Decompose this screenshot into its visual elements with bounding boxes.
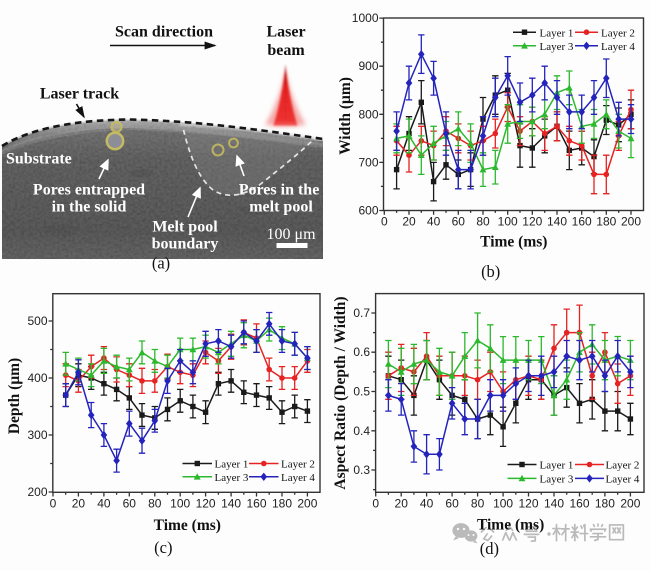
svg-text:140: 140: [547, 215, 567, 229]
svg-text:Layer 3: Layer 3: [540, 474, 574, 486]
svg-text:900: 900: [358, 59, 378, 73]
svg-text:Width (μm): Width (μm): [337, 77, 354, 155]
svg-text:Laser track: Laser track: [40, 86, 119, 103]
svg-text:0.5: 0.5: [353, 385, 370, 399]
svg-text:Pores entrapped: Pores entrapped: [33, 182, 145, 199]
svg-text:80: 80: [471, 497, 485, 511]
svg-text:800: 800: [358, 107, 378, 121]
svg-text:40: 40: [420, 497, 434, 511]
svg-text:Layer 2: Layer 2: [281, 459, 315, 471]
svg-text:180: 180: [595, 497, 615, 511]
svg-text:0: 0: [372, 497, 379, 511]
svg-text:Melt pool: Melt pool: [152, 219, 218, 236]
svg-text:20: 20: [72, 497, 86, 511]
svg-text:0.6: 0.6: [353, 345, 370, 359]
svg-text:20: 20: [395, 497, 409, 511]
svg-text:Time (ms): Time (ms): [154, 517, 221, 534]
svg-text:100 μm: 100 μm: [266, 226, 316, 243]
svg-text:160: 160: [246, 497, 266, 511]
svg-text:Layer 1: Layer 1: [540, 460, 574, 472]
svg-text:400: 400: [27, 371, 47, 385]
svg-text:500: 500: [27, 314, 47, 328]
svg-text:Scan direction: Scan direction: [115, 24, 213, 41]
svg-text:1000: 1000: [352, 11, 379, 25]
svg-text:Pores in the: Pores in the: [239, 182, 320, 199]
svg-text:Layer 4: Layer 4: [606, 474, 640, 486]
svg-text:Aspect Ratio (Depth / Width): Aspect Ratio (Depth / Width): [332, 296, 349, 489]
svg-text:Layer 4: Layer 4: [281, 472, 315, 484]
svg-text:60: 60: [452, 215, 466, 229]
svg-text:60: 60: [123, 497, 137, 511]
svg-text:melt pool: melt pool: [249, 199, 313, 216]
svg-text:Substrate: Substrate: [6, 151, 72, 168]
svg-text:200: 200: [297, 497, 317, 511]
svg-text:80: 80: [148, 497, 162, 511]
svg-text:0: 0: [50, 497, 57, 511]
svg-text:Depth (μm): Depth (μm): [6, 358, 23, 434]
svg-text:boundary: boundary: [152, 236, 219, 253]
svg-text:20: 20: [402, 215, 416, 229]
svg-text:120: 120: [522, 215, 542, 229]
svg-text:Layer 1: Layer 1: [540, 27, 574, 39]
svg-text:60: 60: [445, 497, 459, 511]
svg-text:(b): (b): [481, 262, 500, 281]
svg-text:Layer 4: Layer 4: [601, 41, 635, 53]
svg-text:100: 100: [170, 497, 190, 511]
svg-text:Time (ms): Time (ms): [480, 234, 547, 251]
svg-text:200: 200: [27, 485, 47, 499]
svg-text:(d): (d): [480, 539, 499, 558]
svg-text:80: 80: [476, 215, 490, 229]
svg-text:in the solid: in the solid: [52, 199, 127, 216]
svg-text:200: 200: [620, 497, 640, 511]
svg-text:100: 100: [493, 497, 513, 511]
svg-text:180: 180: [596, 215, 616, 229]
svg-text:(a): (a): [152, 254, 170, 273]
svg-text:Layer 2: Layer 2: [606, 460, 640, 472]
svg-text:0.3: 0.3: [353, 463, 370, 477]
svg-text:Layer 1: Layer 1: [215, 459, 249, 471]
svg-text:Time (ms): Time (ms): [477, 517, 544, 534]
svg-text:Layer 3: Layer 3: [215, 472, 249, 484]
svg-text:0.4: 0.4: [353, 424, 370, 438]
svg-text:700: 700: [358, 155, 378, 169]
svg-text:beam: beam: [267, 42, 305, 59]
svg-text:600: 600: [358, 204, 378, 218]
svg-text:100: 100: [498, 215, 518, 229]
svg-text:0: 0: [381, 215, 388, 229]
svg-text:120: 120: [518, 497, 538, 511]
svg-text:Layer 2: Layer 2: [601, 27, 635, 39]
svg-text:120: 120: [196, 497, 216, 511]
svg-text:(c): (c): [154, 538, 172, 557]
svg-text:180: 180: [272, 497, 292, 511]
svg-text:160: 160: [569, 497, 589, 511]
svg-text:Layer 3: Layer 3: [540, 41, 574, 53]
svg-text:40: 40: [427, 215, 441, 229]
svg-text:40: 40: [97, 497, 111, 511]
svg-text:300: 300: [27, 428, 47, 442]
svg-text:140: 140: [544, 497, 564, 511]
svg-text:Laser: Laser: [266, 24, 305, 41]
svg-text:200: 200: [621, 215, 641, 229]
svg-text:140: 140: [221, 497, 241, 511]
svg-text:0.7: 0.7: [353, 306, 370, 320]
svg-text:160: 160: [572, 215, 592, 229]
